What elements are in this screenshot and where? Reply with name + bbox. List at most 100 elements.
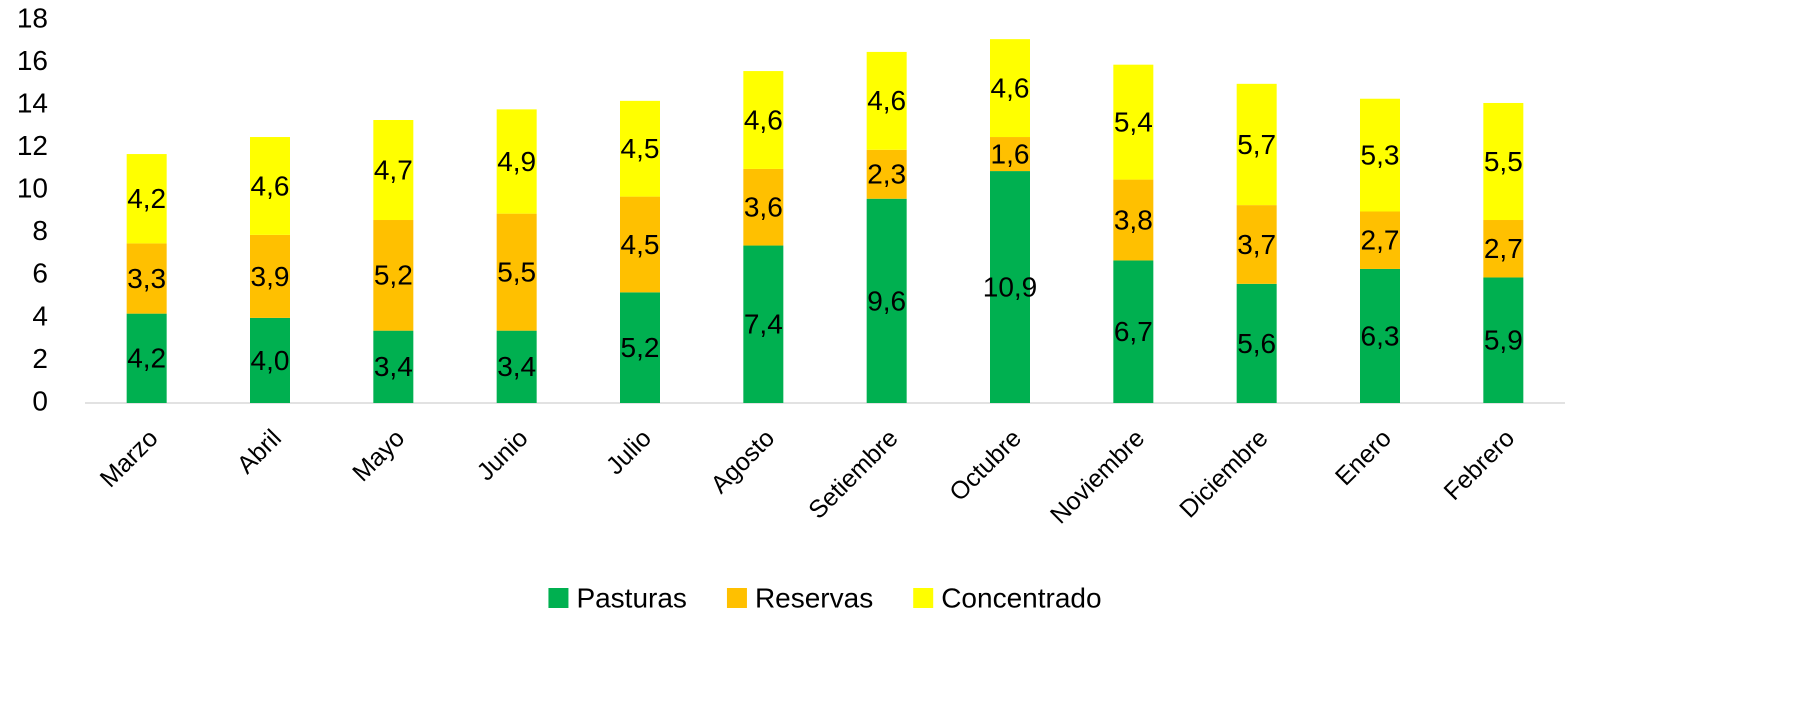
data-label: 4,5 bbox=[621, 229, 660, 260]
data-label: 4,2 bbox=[127, 343, 166, 374]
bar-segment bbox=[126, 313, 167, 403]
y-tick-label: 18 bbox=[17, 2, 48, 33]
bar-segment bbox=[126, 154, 167, 244]
legend-label: Concentrado bbox=[941, 582, 1101, 613]
data-label: 4,6 bbox=[251, 170, 290, 201]
legend-swatch bbox=[726, 588, 747, 608]
x-tick-label: Agosto bbox=[705, 424, 780, 499]
bar-segment bbox=[990, 39, 1030, 138]
bar-segment bbox=[373, 330, 414, 403]
data-label: 10,9 bbox=[983, 271, 1038, 302]
x-tick-label: Marzo bbox=[95, 424, 164, 493]
bar-segment bbox=[1483, 102, 1524, 221]
bar-segment bbox=[250, 317, 290, 403]
x-tick-label: Julio bbox=[601, 424, 657, 480]
data-label: 5,2 bbox=[374, 260, 413, 291]
data-label: 6,7 bbox=[1114, 316, 1153, 347]
bar-segment bbox=[1113, 64, 1154, 180]
bar-segment bbox=[743, 168, 784, 246]
data-label: 1,6 bbox=[991, 138, 1030, 169]
bar-segment bbox=[620, 292, 660, 403]
data-label: 4,6 bbox=[991, 72, 1030, 103]
y-tick-label: 4 bbox=[32, 300, 48, 331]
x-tick-label: Abril bbox=[232, 424, 287, 479]
bar-segment bbox=[1360, 98, 1400, 212]
data-label: 6,3 bbox=[1361, 320, 1400, 351]
bar-segment bbox=[373, 220, 414, 331]
x-tick-label: Noviembre bbox=[1045, 424, 1150, 529]
data-label: 3,3 bbox=[127, 263, 166, 294]
legend-swatch bbox=[548, 588, 569, 608]
data-label: 5,2 bbox=[621, 332, 660, 363]
bar-segment bbox=[866, 198, 907, 403]
data-label: 4,6 bbox=[867, 85, 906, 116]
bar-segment bbox=[250, 234, 290, 318]
bar-segment bbox=[866, 51, 907, 150]
x-tick-label: Octubre bbox=[944, 424, 1027, 507]
bar-segment bbox=[496, 109, 537, 214]
bar-segment bbox=[1360, 268, 1400, 403]
data-label: 3,9 bbox=[251, 261, 290, 292]
legend-label: Pasturas bbox=[576, 582, 687, 613]
data-label: 4,2 bbox=[127, 183, 166, 214]
bar-segment bbox=[1483, 277, 1524, 403]
data-label: 3,6 bbox=[744, 192, 783, 223]
bar-segment bbox=[743, 71, 784, 169]
bar-segment bbox=[250, 137, 290, 235]
bar-segment bbox=[1360, 211, 1400, 269]
y-tick-label: 2 bbox=[32, 343, 48, 374]
data-label: 5,7 bbox=[1237, 129, 1276, 160]
data-label: 5,3 bbox=[1361, 140, 1400, 171]
bar-segment bbox=[990, 171, 1030, 403]
data-label: 3,4 bbox=[374, 351, 413, 382]
bar-segment bbox=[373, 120, 414, 221]
data-label: 4,9 bbox=[497, 146, 536, 177]
bar-segment bbox=[990, 137, 1030, 172]
x-tick-label: Setiembre bbox=[803, 424, 903, 524]
bar-segment bbox=[620, 196, 660, 293]
data-label: 5,4 bbox=[1114, 107, 1153, 138]
x-tick-label: Enero bbox=[1330, 424, 1397, 491]
legend: Pasturas Reservas Concentrado bbox=[548, 582, 1102, 613]
bar-segment bbox=[1113, 260, 1154, 403]
x-tick-label: Diciembre bbox=[1174, 424, 1273, 523]
legend-label: Reservas bbox=[755, 582, 873, 613]
data-label: 2,3 bbox=[867, 159, 906, 190]
data-label: 9,6 bbox=[867, 285, 906, 316]
bar-segment bbox=[496, 213, 537, 331]
bar-segment bbox=[1236, 83, 1277, 206]
data-label: 5,5 bbox=[1484, 146, 1523, 177]
data-label: 4,5 bbox=[621, 133, 660, 164]
data-label: 4,6 bbox=[744, 104, 783, 135]
data-label: 5,5 bbox=[497, 257, 536, 288]
data-label: 3,7 bbox=[1237, 229, 1276, 260]
y-tick-label: 8 bbox=[32, 215, 48, 246]
data-label: 4,0 bbox=[251, 345, 290, 376]
bar-segment bbox=[496, 330, 537, 403]
bar-segment bbox=[1113, 179, 1154, 261]
data-label: 3,8 bbox=[1114, 204, 1153, 235]
y-tick-label: 6 bbox=[32, 258, 48, 289]
y-tick-label: 16 bbox=[17, 45, 48, 76]
y-tick-label: 14 bbox=[17, 88, 48, 119]
x-tick-label: Febrero bbox=[1439, 424, 1521, 506]
x-tick-label: Mayo bbox=[347, 424, 410, 487]
data-label: 2,7 bbox=[1361, 225, 1400, 256]
bar-segment bbox=[620, 100, 660, 197]
bar-segment bbox=[1236, 283, 1277, 403]
data-label: 5,9 bbox=[1484, 325, 1523, 356]
y-tick-label: 0 bbox=[32, 385, 48, 416]
data-label: 2,7 bbox=[1484, 233, 1523, 264]
legend-swatch bbox=[913, 588, 934, 608]
bar-segment bbox=[1236, 205, 1277, 284]
data-label: 5,6 bbox=[1237, 328, 1276, 359]
bar-segment bbox=[866, 149, 907, 199]
data-label: 4,7 bbox=[374, 154, 413, 185]
bar-segment bbox=[1483, 220, 1524, 278]
y-tick-label: 12 bbox=[17, 130, 48, 161]
bar-segment bbox=[126, 243, 167, 314]
data-label: 7,4 bbox=[744, 309, 783, 340]
y-tick-label: 10 bbox=[17, 173, 48, 204]
bar-segment bbox=[743, 245, 784, 403]
